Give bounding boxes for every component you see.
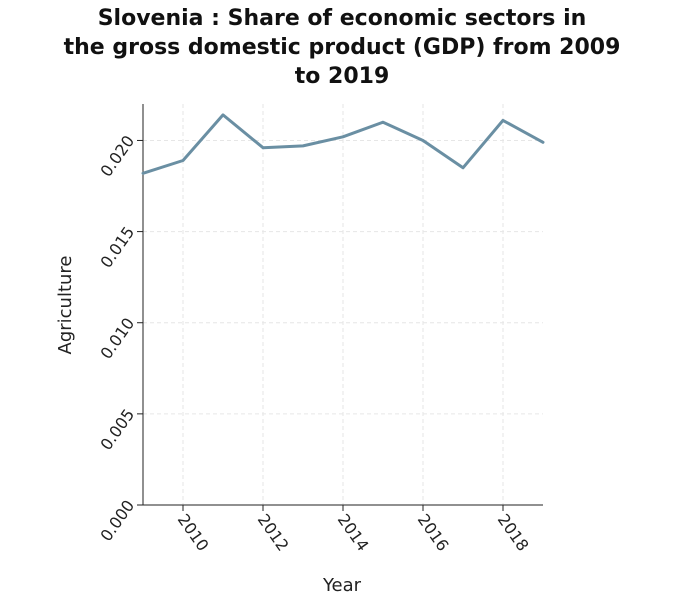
y-tick-label: 0.020 <box>96 132 138 180</box>
axes <box>137 104 543 511</box>
y-tick-label: 0.010 <box>96 314 138 362</box>
y-axis-label: Agriculture <box>55 256 76 355</box>
chart-title-line-1: Slovenia : Share of economic sectors in <box>97 6 587 31</box>
x-tick-label: 2018 <box>494 510 533 554</box>
x-tick-label: 2010 <box>174 510 213 554</box>
y-tick-label: 0.015 <box>96 223 138 271</box>
y-tick-label: 0.005 <box>96 405 138 453</box>
series-polyline <box>141 113 545 175</box>
chart-title-line-2: the gross domestic product (GDP) from 20… <box>63 35 621 60</box>
x-axis-label: Year <box>322 575 362 596</box>
chart-title: Slovenia : Share of economic sectors in … <box>0 4 684 91</box>
y-tick-label: 0.000 <box>96 496 138 544</box>
y-tick-labels: 0.000 0.005 0.010 0.015 0.020 <box>96 132 138 545</box>
chart-title-line-3: to 2019 <box>294 64 390 89</box>
grid-lines <box>143 104 543 506</box>
x-tick-label: 2014 <box>334 510 373 554</box>
x-tick-label: 2016 <box>414 510 453 554</box>
x-tick-label: 2012 <box>254 510 293 554</box>
x-tick-labels: 2010 2012 2014 2016 2018 <box>174 510 533 554</box>
series-line <box>141 113 545 175</box>
